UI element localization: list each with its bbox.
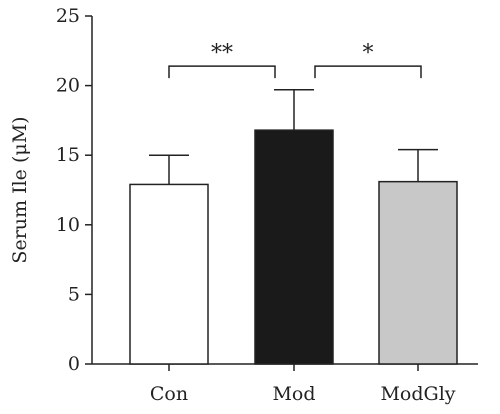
y-tick-label: 25	[56, 5, 80, 27]
y-axis-label: Serum Ile (μM)	[9, 116, 31, 263]
y-tick-label: 15	[56, 144, 80, 166]
y-tick-label: 20	[56, 75, 80, 97]
y-tick-label: 10	[56, 214, 80, 236]
significance-annotations: ** *	[168, 41, 422, 79]
bar-mod	[254, 129, 334, 365]
bars	[129, 89, 458, 365]
significance-label: **	[211, 41, 233, 66]
y-tick-label: 5	[68, 283, 80, 305]
significance-bracket	[168, 65, 276, 79]
significance-label: *	[363, 41, 374, 66]
axes: 0 5 10 15 20 25 Con Mod ModGly	[56, 5, 478, 405]
y-tick-label: 0	[68, 353, 80, 375]
x-tick-label-con: Con	[150, 383, 188, 405]
x-tick-label-mod: Mod	[272, 383, 315, 405]
significance-bracket	[314, 65, 422, 79]
x-tick-label-modgly: ModGly	[380, 383, 455, 405]
bar-modgly	[378, 180, 458, 365]
bar-con	[129, 183, 209, 365]
